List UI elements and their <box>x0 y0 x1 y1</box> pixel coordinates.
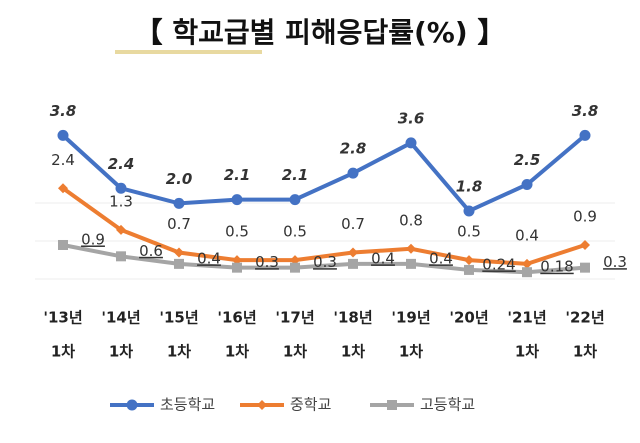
data-label: 3.8 <box>572 102 599 120</box>
data-label: 0.4 <box>515 226 539 244</box>
data-label: 0.7 <box>167 215 191 233</box>
x-tick-label: 1차 <box>167 343 191 361</box>
point <box>57 129 69 141</box>
point <box>232 255 242 266</box>
data-label: 0.4 <box>197 249 221 267</box>
series <box>58 183 590 269</box>
point <box>231 194 243 206</box>
legend-label: 초등학교 <box>160 396 215 414</box>
point <box>116 224 126 235</box>
series <box>58 239 590 278</box>
data-label: 0.4 <box>371 249 395 267</box>
point <box>173 197 185 209</box>
legend-marker <box>126 399 138 411</box>
point <box>58 183 68 194</box>
data-label: 0.24 <box>482 255 515 273</box>
data-label: 0.3 <box>313 253 337 271</box>
point <box>58 239 68 250</box>
data-label: 0.9 <box>573 207 597 225</box>
series <box>57 129 591 217</box>
x-tick-label: '21년 <box>507 309 546 327</box>
data-label: 0.18 <box>540 258 573 276</box>
data-label: 3.6 <box>398 109 425 127</box>
point <box>290 255 300 266</box>
x-tick-label: 1차 <box>399 343 423 361</box>
point <box>522 267 532 278</box>
point <box>522 258 532 269</box>
data-label: 2.4 <box>51 151 75 169</box>
data-label: 2.8 <box>340 140 367 158</box>
data-label: 2.1 <box>282 166 309 184</box>
x-tick-label: '15년 <box>159 309 198 327</box>
data-label: 2.1 <box>224 166 251 184</box>
point <box>115 182 127 194</box>
point <box>174 258 184 269</box>
x-tick-label: 1차 <box>573 343 597 361</box>
x-tick-label: '22년 <box>565 309 604 327</box>
line <box>61 186 586 266</box>
line <box>62 243 586 275</box>
data-label: 0.8 <box>399 211 423 229</box>
x-tick-label: '16년 <box>217 309 256 327</box>
point <box>290 262 300 273</box>
legend-marker <box>387 400 397 410</box>
point <box>347 167 359 179</box>
data-label: 0.6 <box>139 242 163 260</box>
data-label: 3.8 <box>50 102 77 120</box>
x-tick-label: 1차 <box>51 343 75 361</box>
point <box>406 258 416 269</box>
point <box>174 247 184 258</box>
chart-title: 【 학교급별 피해응답률(%) 】 <box>135 16 506 49</box>
data-label: 0.7 <box>341 215 365 233</box>
point <box>579 129 591 141</box>
point <box>232 262 242 273</box>
data-label: 0.3 <box>255 253 279 271</box>
point <box>348 247 358 258</box>
point <box>348 258 358 269</box>
point <box>405 137 417 149</box>
point <box>580 239 590 250</box>
x-tick-label: 1차 <box>341 343 365 361</box>
x-tick-label: '20년 <box>449 309 488 327</box>
x-tick-label: 1차 <box>225 343 249 361</box>
x-tick-label: 1차 <box>515 343 539 361</box>
data-label: 1.8 <box>456 177 483 195</box>
data-label: 2.4 <box>108 155 135 173</box>
point <box>464 255 474 266</box>
data-label: 0.9 <box>81 230 105 248</box>
legend-label: 고등학교 <box>420 396 475 414</box>
legend-marker <box>257 400 267 410</box>
data-label: 1.3 <box>109 192 133 210</box>
data-label: 2.0 <box>166 170 193 188</box>
point <box>580 262 590 273</box>
point <box>116 251 126 262</box>
data-label: 2.5 <box>514 151 541 169</box>
x-tick-label: '19년 <box>391 309 430 327</box>
x-tick-label: '14년 <box>101 309 140 327</box>
point <box>289 194 301 206</box>
point <box>521 179 533 190</box>
data-label: 0.5 <box>283 223 307 241</box>
legend-label: 중학교 <box>290 396 331 414</box>
point <box>406 243 416 254</box>
line <box>61 133 587 214</box>
data-label: 0.4 <box>429 249 453 267</box>
x-tick-label: '13년 <box>43 309 82 327</box>
x-tick-label: 1차 <box>109 343 133 361</box>
point <box>463 205 475 217</box>
point <box>464 264 474 275</box>
data-label: 0.5 <box>225 223 249 241</box>
data-label: 0.3 <box>603 253 627 271</box>
x-tick-label: '18년 <box>333 309 372 327</box>
x-tick-label: '17년 <box>275 309 314 327</box>
x-tick-label: 1차 <box>283 343 307 361</box>
data-label: 0.5 <box>457 223 481 241</box>
